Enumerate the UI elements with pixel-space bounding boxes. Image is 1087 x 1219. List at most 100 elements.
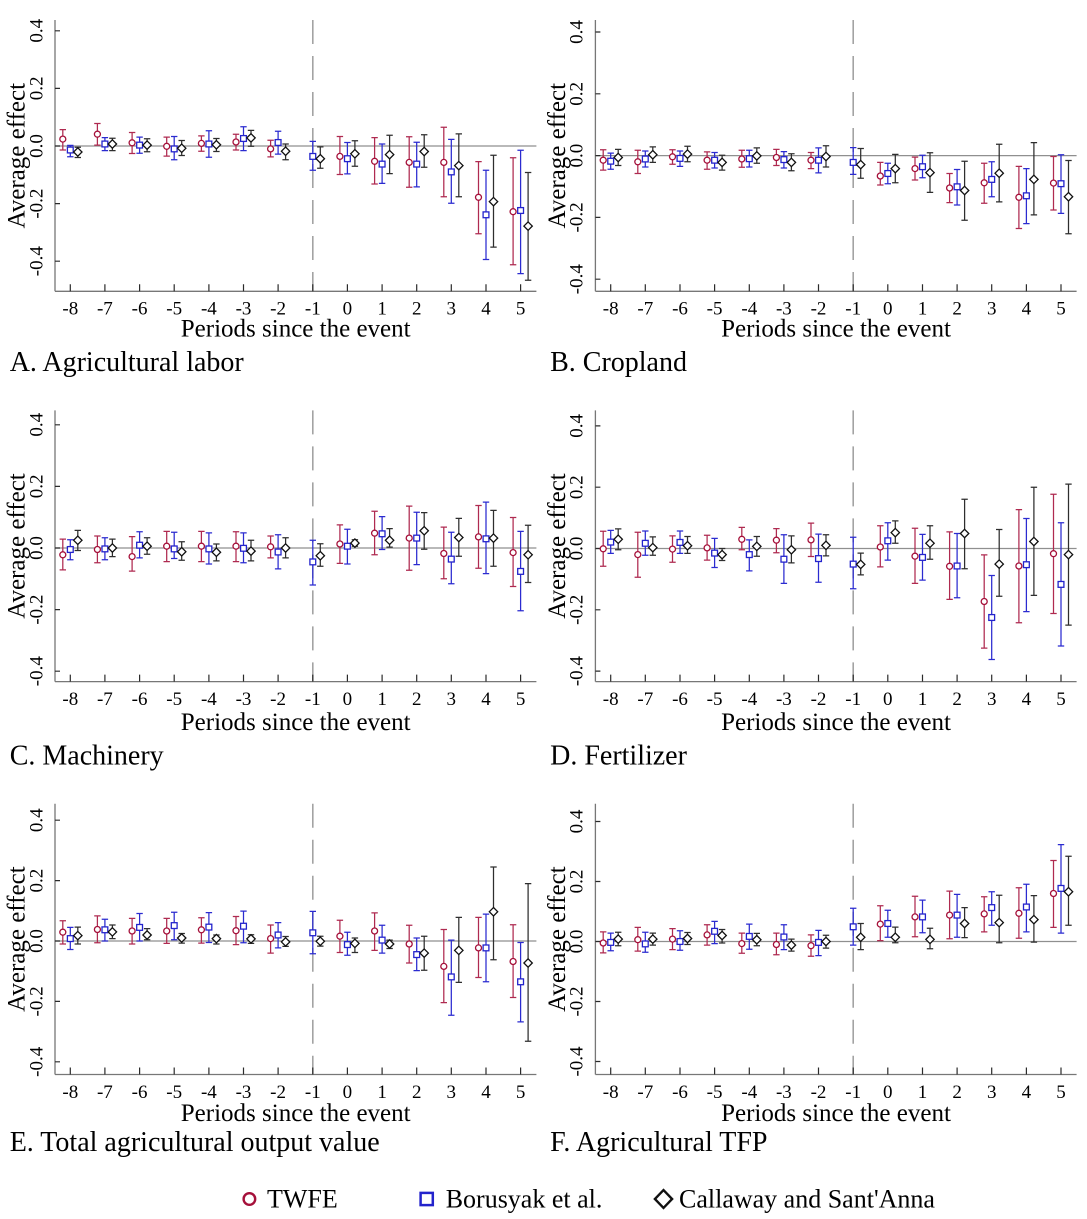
svg-text:1: 1 [918, 298, 928, 319]
svg-text:0.2: 0.2 [567, 82, 588, 106]
svg-text:-7: -7 [637, 298, 653, 319]
svg-text:0.4: 0.4 [26, 412, 47, 436]
svg-text:-6: -6 [132, 689, 148, 710]
svg-text:0.2: 0.2 [567, 475, 588, 499]
svg-text:-5: -5 [707, 1082, 723, 1103]
svg-text:5: 5 [516, 298, 526, 319]
svg-text:3: 3 [987, 1082, 997, 1103]
svg-text:-2: -2 [811, 689, 827, 710]
svg-text:-0.2: -0.2 [567, 595, 588, 625]
svg-text:-4: -4 [201, 689, 217, 710]
svg-text:-0.4: -0.4 [567, 264, 588, 295]
svg-text:-2: -2 [270, 1082, 286, 1103]
svg-text:-3: -3 [236, 1082, 252, 1103]
svg-text:0.4: 0.4 [26, 18, 47, 42]
svg-text:0.2: 0.2 [567, 870, 588, 894]
svg-text:1: 1 [377, 298, 387, 319]
svg-text:Average effect: Average effect [544, 83, 571, 229]
svg-text:1: 1 [918, 689, 928, 710]
svg-text:0: 0 [883, 1082, 893, 1103]
svg-text:4: 4 [481, 1082, 491, 1103]
svg-text:0: 0 [343, 298, 353, 319]
svg-text:-0.4: -0.4 [567, 656, 588, 687]
svg-text:3: 3 [447, 1082, 457, 1103]
svg-text:Periods since the event: Periods since the event [721, 1100, 951, 1127]
svg-text:-8: -8 [62, 1082, 78, 1103]
svg-text:-8: -8 [603, 689, 619, 710]
svg-text:-1: -1 [305, 689, 321, 710]
svg-text:3: 3 [447, 689, 457, 710]
svg-text:0.4: 0.4 [26, 808, 47, 832]
svg-text:-6: -6 [132, 1082, 148, 1103]
svg-text:E. Total agricultural output v: E. Total agricultural output value [10, 1127, 380, 1158]
svg-text:3: 3 [987, 298, 997, 319]
svg-text:Borusyak et al.: Borusyak et al. [446, 1184, 603, 1213]
svg-text:-0.2: -0.2 [567, 986, 588, 1016]
svg-text:2: 2 [952, 1082, 962, 1103]
svg-text:-7: -7 [97, 689, 113, 710]
svg-text:-7: -7 [97, 298, 113, 319]
svg-text:2: 2 [412, 1082, 422, 1103]
svg-text:Periods since the event: Periods since the event [721, 709, 951, 736]
svg-text:-2: -2 [270, 298, 286, 319]
svg-text:-5: -5 [166, 1082, 182, 1103]
svg-text:0: 0 [883, 298, 893, 319]
svg-text:-5: -5 [707, 298, 723, 319]
svg-text:-3: -3 [236, 298, 252, 319]
svg-text:0.4: 0.4 [567, 20, 588, 44]
svg-text:5: 5 [516, 1082, 526, 1103]
svg-text:1: 1 [918, 1082, 928, 1103]
svg-text:-5: -5 [166, 689, 182, 710]
svg-text:0.2: 0.2 [26, 869, 47, 893]
svg-text:Average effect: Average effect [4, 866, 31, 1012]
svg-text:-2: -2 [811, 1082, 827, 1103]
svg-text:5: 5 [516, 689, 526, 710]
svg-text:-2: -2 [811, 298, 827, 319]
svg-text:2: 2 [952, 298, 962, 319]
svg-text:-6: -6 [672, 298, 688, 319]
svg-text:-8: -8 [62, 298, 78, 319]
svg-text:-0.4: -0.4 [567, 1046, 588, 1077]
svg-text:0.2: 0.2 [26, 77, 47, 101]
svg-text:2: 2 [952, 689, 962, 710]
svg-text:-7: -7 [637, 1082, 653, 1103]
svg-text:5: 5 [1056, 1082, 1066, 1103]
svg-text:D. Fertilizer: D. Fertilizer [550, 740, 688, 771]
svg-text:Average effect: Average effect [4, 473, 31, 619]
svg-text:5: 5 [1056, 689, 1066, 710]
svg-text:-8: -8 [62, 689, 78, 710]
svg-text:-1: -1 [305, 1082, 321, 1103]
svg-text:A. Agricultural labor: A. Agricultural labor [10, 347, 245, 378]
svg-text:-5: -5 [166, 298, 182, 319]
svg-text:-1: -1 [305, 298, 321, 319]
svg-text:2: 2 [412, 689, 422, 710]
svg-text:-6: -6 [132, 298, 148, 319]
svg-text:-2: -2 [270, 689, 286, 710]
svg-text:Callaway and Sant'Anna: Callaway and Sant'Anna [679, 1184, 935, 1213]
svg-text:1: 1 [377, 1082, 387, 1103]
svg-text:4: 4 [1022, 689, 1032, 710]
svg-text:-6: -6 [672, 689, 688, 710]
svg-text:B. Cropland: B. Cropland [550, 347, 687, 378]
svg-text:Average effect: Average effect [4, 83, 31, 229]
svg-text:-5: -5 [707, 689, 723, 710]
svg-text:Periods since the event: Periods since the event [181, 709, 411, 736]
svg-text:4: 4 [481, 298, 491, 319]
svg-text:0.0: 0.0 [567, 537, 588, 561]
svg-text:-0.2: -0.2 [567, 202, 588, 232]
svg-text:0: 0 [343, 689, 353, 710]
svg-text:C. Machinery: C. Machinery [10, 740, 164, 771]
svg-text:0: 0 [343, 1082, 353, 1103]
svg-text:-1: -1 [845, 1082, 861, 1103]
svg-text:-4: -4 [741, 689, 757, 710]
svg-text:Average effect: Average effect [544, 473, 571, 619]
svg-text:0.0: 0.0 [26, 134, 47, 158]
svg-text:Periods since the event: Periods since the event [181, 1100, 411, 1127]
svg-text:0.2: 0.2 [26, 475, 47, 499]
svg-text:-0.4: -0.4 [26, 1046, 47, 1077]
svg-text:0.0: 0.0 [567, 144, 588, 168]
svg-text:0.0: 0.0 [567, 930, 588, 954]
svg-text:-8: -8 [603, 1082, 619, 1103]
svg-text:-0.4: -0.4 [26, 246, 47, 277]
svg-text:-7: -7 [637, 689, 653, 710]
